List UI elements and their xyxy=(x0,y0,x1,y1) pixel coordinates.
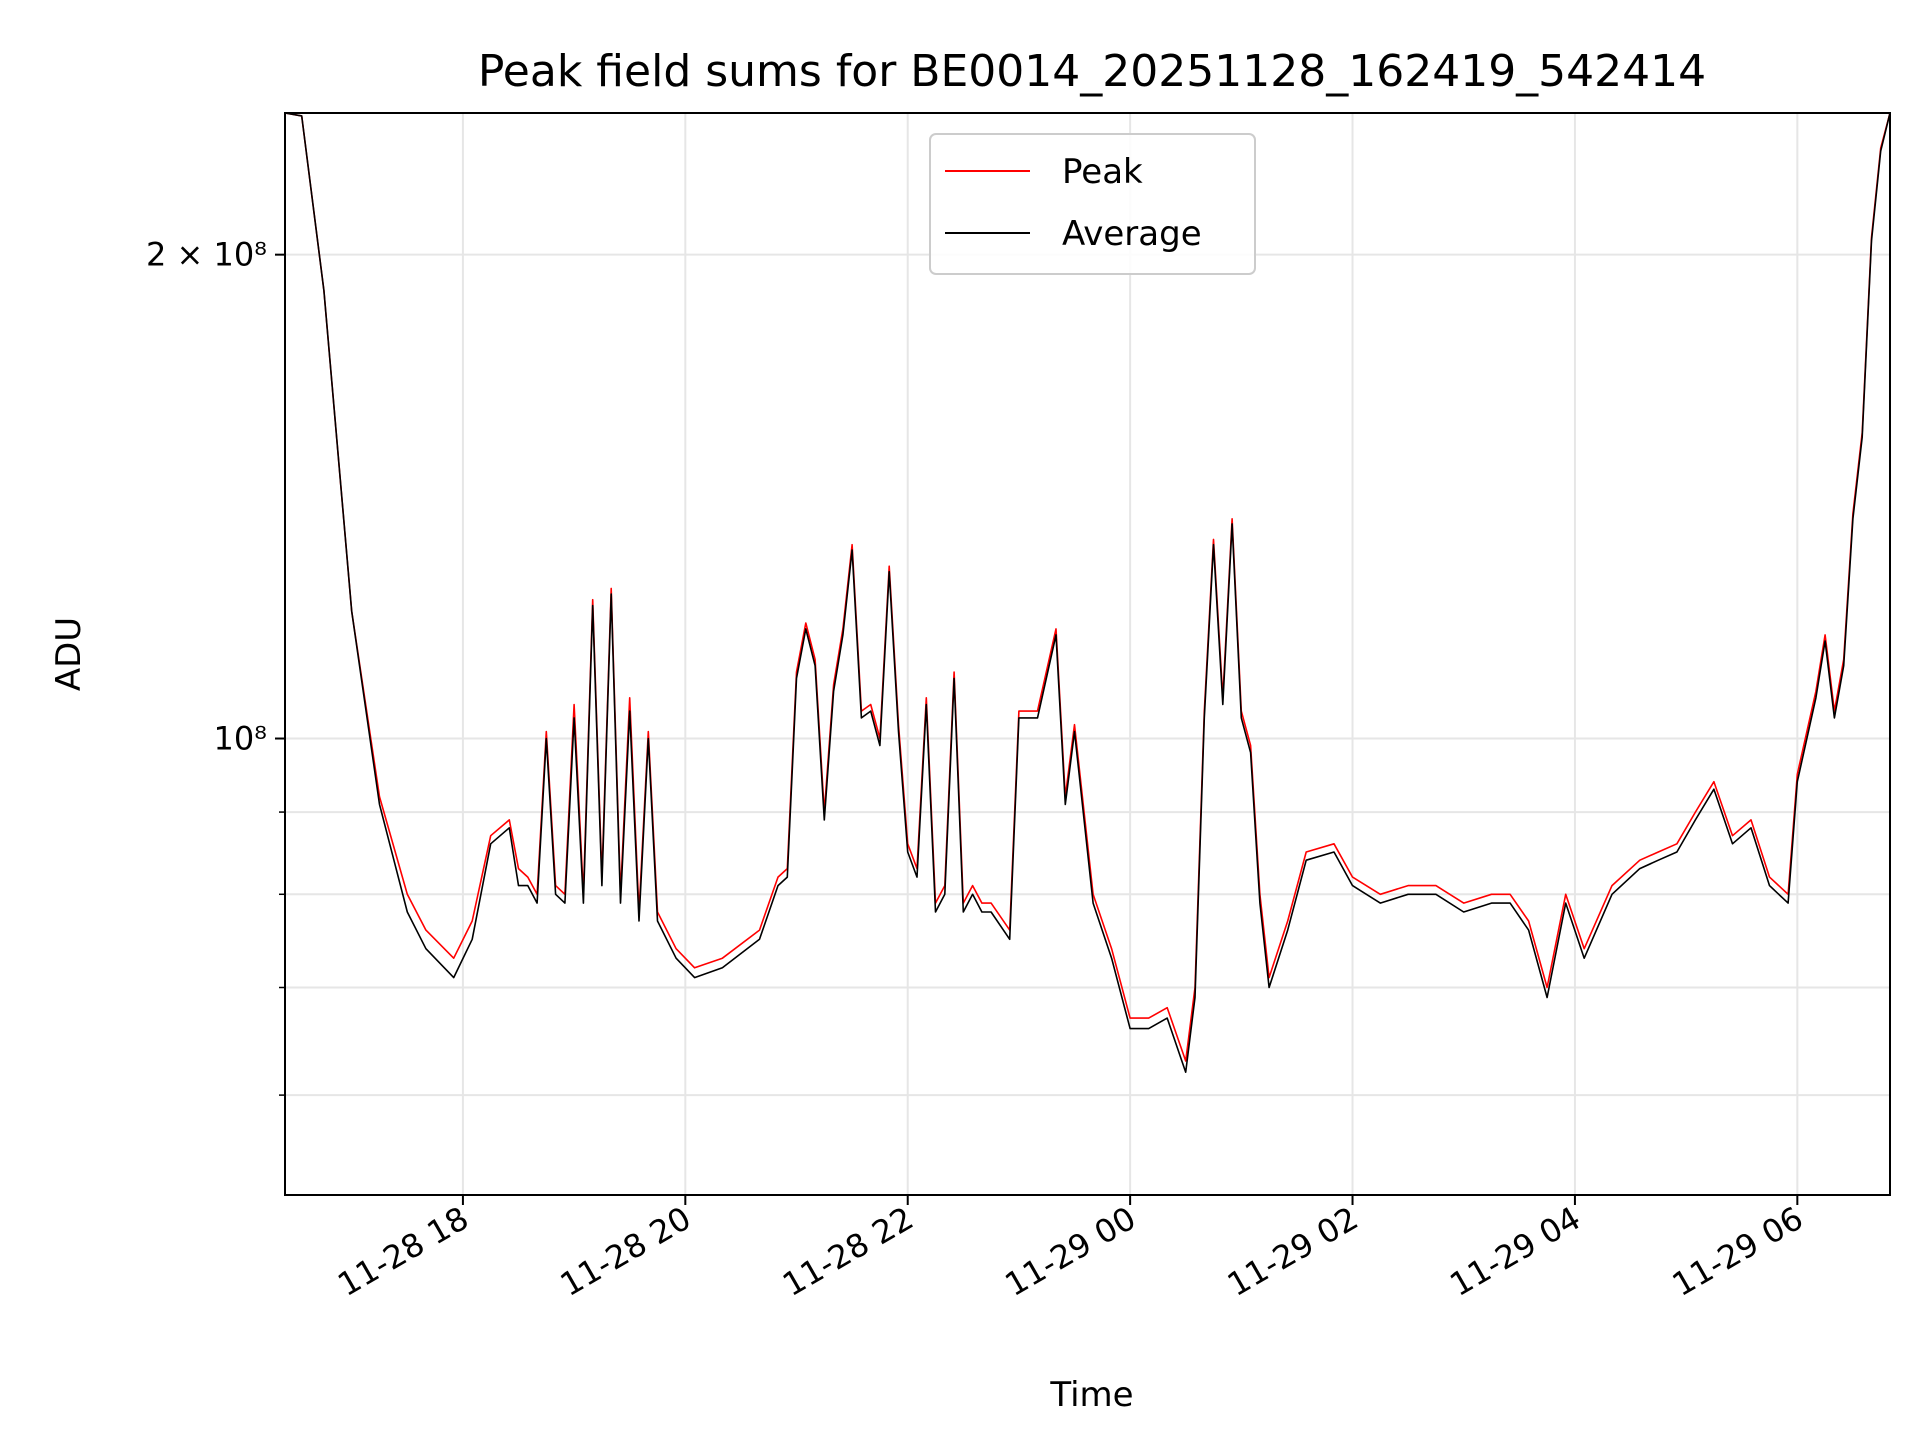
plot-lines xyxy=(284,112,1891,1073)
y-tick-label: 10⁸ xyxy=(213,720,267,758)
y-axis-label: ADU xyxy=(49,617,89,691)
y-axis: 10⁸ 2 × 10⁸ xyxy=(146,236,285,1096)
legend-label-peak: Peak xyxy=(1062,152,1143,192)
legend: Peak Average xyxy=(929,133,1256,275)
plot-frame xyxy=(284,112,1891,1196)
x-axis-label: Time xyxy=(1049,1375,1133,1415)
legend-label-average: Average xyxy=(1062,214,1202,254)
legend-box xyxy=(929,133,1256,275)
y-tick-label: 2 × 10⁸ xyxy=(146,236,267,274)
chart-title: Peak field sums for BE0014_20251128_1624… xyxy=(478,46,1706,97)
series-line-average xyxy=(284,112,1891,1073)
grid xyxy=(285,113,1890,1195)
